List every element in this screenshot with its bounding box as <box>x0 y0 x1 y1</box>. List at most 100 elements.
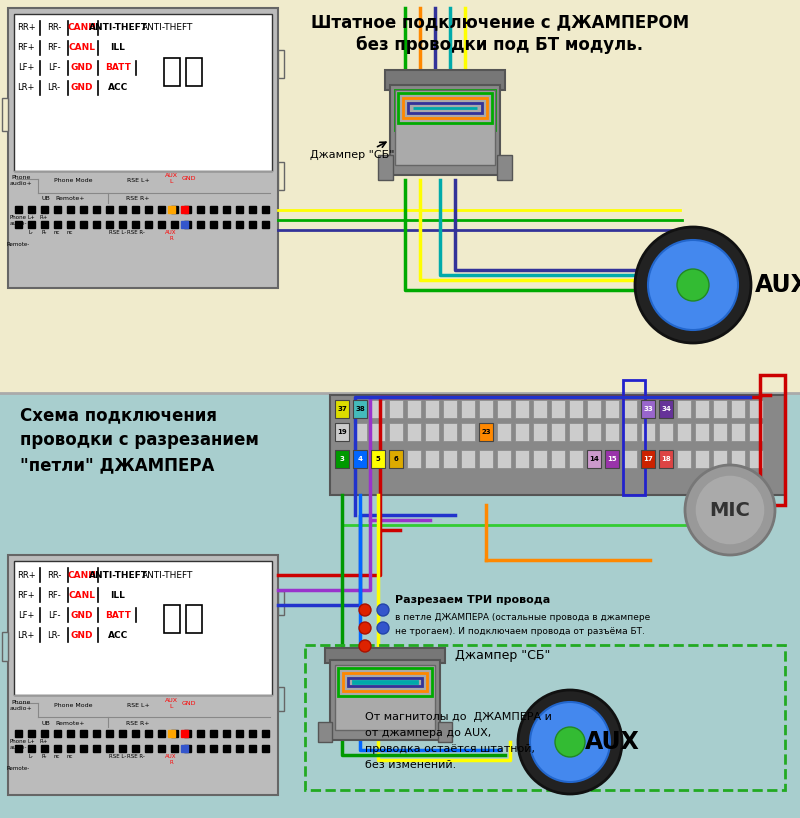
Bar <box>8 555 278 795</box>
Text: nc: nc <box>54 754 60 759</box>
Bar <box>168 206 175 213</box>
Bar <box>390 85 500 175</box>
Bar <box>641 423 655 441</box>
Bar <box>197 730 204 737</box>
Bar <box>80 221 87 227</box>
Bar <box>262 221 269 227</box>
Text: L+: L+ <box>27 215 35 220</box>
Text: MIC: MIC <box>710 501 750 519</box>
Bar <box>15 206 22 213</box>
Bar <box>158 206 165 213</box>
Bar <box>587 423 601 441</box>
Bar <box>389 450 403 468</box>
Bar <box>335 400 349 418</box>
Bar <box>605 450 619 468</box>
Bar <box>28 221 35 227</box>
Text: Разрезаем ТРИ провода: Разрезаем ТРИ провода <box>395 595 550 605</box>
Bar <box>443 400 457 418</box>
Bar <box>623 380 645 495</box>
Text: AUX: AUX <box>755 273 800 297</box>
Text: RF+: RF+ <box>17 591 35 600</box>
Text: проводка остаётся штатной,: проводка остаётся штатной, <box>365 744 535 754</box>
Text: BATT: BATT <box>105 610 131 619</box>
Circle shape <box>359 622 371 634</box>
Text: L-: L- <box>29 754 34 759</box>
Text: без проводки под БТ модуль.: без проводки под БТ модуль. <box>357 36 643 54</box>
Bar <box>641 450 655 468</box>
Bar <box>353 423 367 441</box>
Bar <box>677 423 691 441</box>
Text: Phone
audio+: Phone audio+ <box>10 700 32 711</box>
Bar <box>41 745 48 753</box>
Bar <box>262 745 269 753</box>
Bar <box>587 450 601 468</box>
Bar <box>54 745 61 753</box>
Bar <box>262 206 269 213</box>
Bar <box>335 450 349 468</box>
Bar <box>677 400 691 418</box>
Bar <box>67 221 74 227</box>
Text: nc: nc <box>66 230 74 235</box>
Text: не трогаем). И подключаем провода от разъёма БТ.: не трогаем). И подключаем провода от раз… <box>395 627 645 636</box>
Text: RR+: RR+ <box>17 24 35 33</box>
Text: ANTI-THEFT: ANTI-THEFT <box>142 570 194 579</box>
Bar <box>641 400 655 418</box>
Bar <box>749 450 763 468</box>
Bar <box>407 102 483 118</box>
Bar <box>67 206 74 213</box>
Bar <box>80 730 87 737</box>
Bar <box>15 730 22 737</box>
Text: Phone
audio+: Phone audio+ <box>10 175 32 187</box>
Text: Джампер "СБ": Джампер "СБ" <box>310 150 394 160</box>
Bar <box>28 745 35 753</box>
Text: GND: GND <box>182 701 196 706</box>
Bar <box>54 730 61 737</box>
Bar <box>533 450 547 468</box>
Bar <box>395 90 495 165</box>
Bar <box>659 450 673 468</box>
Bar <box>184 730 191 737</box>
Bar <box>168 730 175 737</box>
Bar <box>659 400 673 418</box>
Text: R+: R+ <box>40 215 48 220</box>
Bar <box>132 745 139 753</box>
Bar <box>8 8 278 288</box>
Text: RR+: RR+ <box>17 570 35 579</box>
Bar <box>695 423 709 441</box>
Circle shape <box>377 604 389 616</box>
Bar <box>461 400 475 418</box>
Bar <box>371 400 385 418</box>
Bar <box>731 450 745 468</box>
Text: RSE L+: RSE L+ <box>126 178 150 183</box>
Bar <box>93 221 100 227</box>
Text: RR-: RR- <box>47 24 61 33</box>
Bar <box>223 730 230 737</box>
Text: AUX
L: AUX L <box>165 698 178 709</box>
Text: Remote-: Remote- <box>6 766 30 771</box>
Bar <box>54 221 61 227</box>
Bar <box>587 400 601 418</box>
Text: RSE R+: RSE R+ <box>126 196 150 201</box>
Text: 23: 23 <box>481 429 491 435</box>
Bar <box>348 678 422 686</box>
Circle shape <box>359 604 371 616</box>
Bar <box>106 745 113 753</box>
Text: Phone Mode: Phone Mode <box>54 703 92 708</box>
Bar <box>407 450 421 468</box>
Bar <box>15 745 22 753</box>
Text: ILL: ILL <box>110 591 126 600</box>
Circle shape <box>377 622 389 634</box>
Bar <box>41 730 48 737</box>
Text: GND: GND <box>70 610 94 619</box>
Bar <box>398 93 492 123</box>
Bar <box>210 206 217 213</box>
Text: R-: R- <box>42 230 46 235</box>
Text: ANTI-THEFT: ANTI-THEFT <box>89 24 147 33</box>
Bar <box>0 393 800 818</box>
Bar <box>407 400 421 418</box>
Circle shape <box>677 269 709 301</box>
Bar <box>401 96 489 124</box>
Bar <box>184 221 191 227</box>
Bar <box>145 221 152 227</box>
Text: 38: 38 <box>355 406 365 412</box>
